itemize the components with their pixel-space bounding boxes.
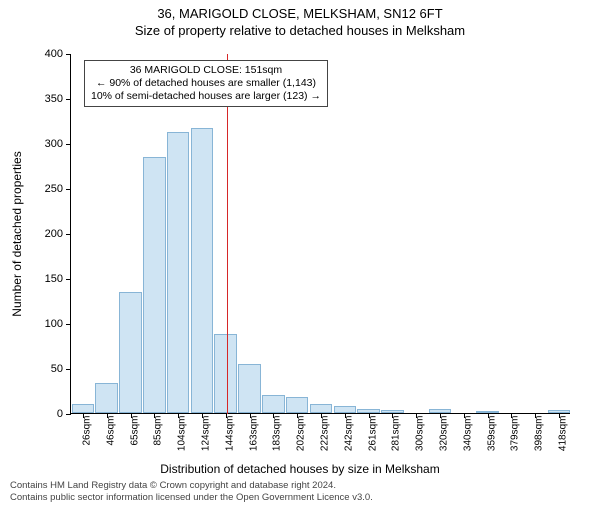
xtick-label: 46sqm [105,416,116,446]
ytick-label: 400 [31,48,63,60]
page-title-2: Size of property relative to detached ho… [0,23,600,38]
xtick-label: 398sqm [534,416,545,452]
ytick-mark [66,234,71,235]
histogram-bar [191,128,214,413]
footer-line-2: Contains public sector information licen… [10,492,373,503]
xtick-label: 261sqm [367,416,378,452]
footer-line-1: Contains HM Land Registry data © Crown c… [10,480,373,491]
xtick-label: 144sqm [224,416,235,452]
xtick-label: 418sqm [558,416,569,452]
ytick-label: 350 [31,93,63,105]
xtick-label: 124sqm [200,416,211,452]
annotation-line: 36 MARIGOLD CLOSE: 151sqm [91,64,321,77]
y-axis-label: Number of detached properties [10,151,24,316]
ytick-label: 0 [31,408,63,420]
histogram-bar [286,397,309,413]
histogram-bar [72,404,95,413]
histogram-bar [334,406,357,413]
histogram-bar [310,404,333,413]
xtick-label: 379sqm [510,416,521,452]
ytick-mark [66,324,71,325]
xtick-label: 26sqm [81,416,92,446]
ytick-mark [66,414,71,415]
histogram-bar [119,292,142,414]
histogram-bar [238,364,261,414]
annotation-box: 36 MARIGOLD CLOSE: 151sqm← 90% of detach… [84,60,328,107]
page-title-1: 36, MARIGOLD CLOSE, MELKSHAM, SN12 6FT [0,6,600,21]
xtick-label: 281sqm [391,416,402,452]
histogram-bar [262,395,285,413]
xtick-label: 320sqm [439,416,450,452]
chart-container: 05010015020025030035040026sqm46sqm65sqm8… [70,54,570,414]
ytick-mark [66,369,71,370]
xtick-label: 242sqm [343,416,354,452]
xtick-label: 65sqm [129,416,140,446]
ytick-label: 300 [31,138,63,150]
histogram-bar [167,132,190,413]
ytick-label: 150 [31,273,63,285]
ytick-mark [66,189,71,190]
xtick-label: 359sqm [486,416,497,452]
xtick-label: 163sqm [248,416,259,452]
x-axis-label: Distribution of detached houses by size … [0,462,600,476]
ytick-mark [66,99,71,100]
xtick-label: 202sqm [296,416,307,452]
plot-area: 05010015020025030035040026sqm46sqm65sqm8… [70,54,570,414]
reference-line [227,54,228,414]
histogram-bar [95,383,118,413]
ytick-mark [66,279,71,280]
histogram-bar [214,334,237,413]
ytick-label: 200 [31,228,63,240]
xtick-label: 300sqm [415,416,426,452]
xtick-label: 85sqm [153,416,164,446]
ytick-label: 100 [31,318,63,330]
histogram-bar [143,157,166,413]
xtick-label: 222sqm [320,416,331,452]
ytick-label: 50 [31,363,63,375]
ytick-mark [66,54,71,55]
xtick-label: 104sqm [177,416,188,452]
annotation-line: 10% of semi-detached houses are larger (… [91,90,321,103]
annotation-line: ← 90% of detached houses are smaller (1,… [91,77,321,90]
xtick-label: 340sqm [462,416,473,452]
ytick-label: 250 [31,183,63,195]
xtick-label: 183sqm [272,416,283,452]
ytick-mark [66,144,71,145]
